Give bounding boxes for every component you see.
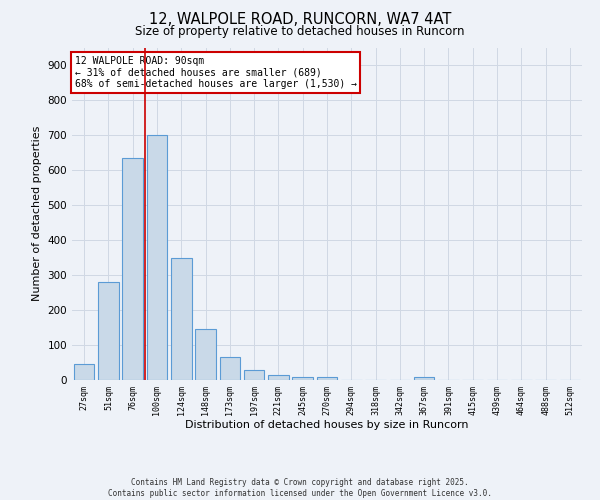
Bar bbox=[244, 370, 265, 380]
Bar bbox=[74, 364, 94, 380]
Bar bbox=[220, 357, 240, 380]
Bar bbox=[122, 158, 143, 380]
Bar bbox=[414, 377, 434, 380]
Text: Size of property relative to detached houses in Runcorn: Size of property relative to detached ho… bbox=[135, 25, 465, 38]
Bar bbox=[195, 329, 216, 380]
Text: 12, WALPOLE ROAD, RUNCORN, WA7 4AT: 12, WALPOLE ROAD, RUNCORN, WA7 4AT bbox=[149, 12, 451, 28]
Bar bbox=[292, 377, 313, 380]
Bar bbox=[98, 282, 119, 380]
Bar bbox=[268, 375, 289, 380]
Text: Contains HM Land Registry data © Crown copyright and database right 2025.
Contai: Contains HM Land Registry data © Crown c… bbox=[108, 478, 492, 498]
Text: 12 WALPOLE ROAD: 90sqm
← 31% of detached houses are smaller (689)
68% of semi-de: 12 WALPOLE ROAD: 90sqm ← 31% of detached… bbox=[74, 56, 356, 89]
X-axis label: Distribution of detached houses by size in Runcorn: Distribution of detached houses by size … bbox=[185, 420, 469, 430]
Bar bbox=[146, 135, 167, 380]
Bar bbox=[317, 377, 337, 380]
Y-axis label: Number of detached properties: Number of detached properties bbox=[32, 126, 42, 302]
Bar bbox=[171, 258, 191, 380]
